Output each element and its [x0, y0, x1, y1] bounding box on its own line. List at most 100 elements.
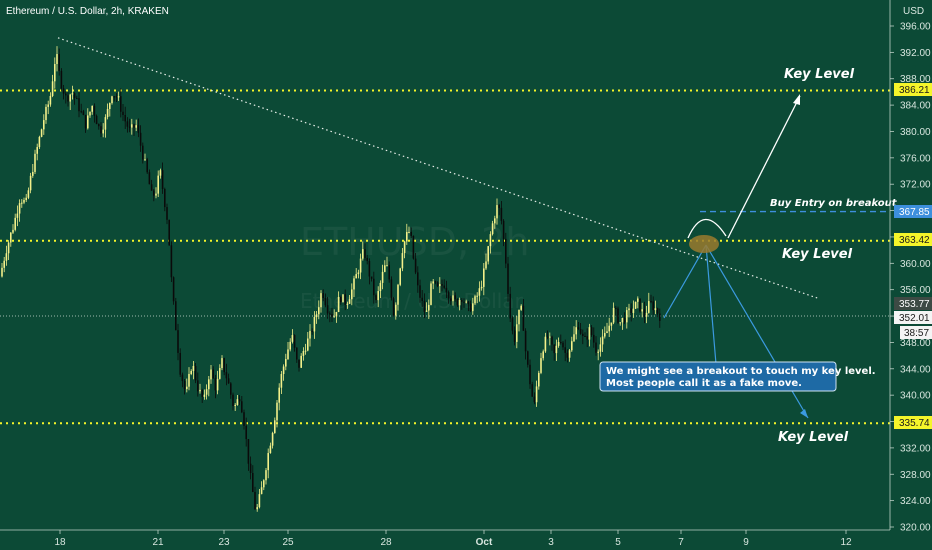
candle-body: [161, 170, 164, 190]
candle-body: [632, 308, 635, 313]
candle-body: [641, 309, 643, 312]
candle-body: [89, 111, 91, 116]
candle-body: [225, 372, 228, 379]
candle-body: [331, 314, 333, 317]
candle-body: [245, 425, 247, 440]
candle-body: [469, 304, 472, 312]
candle-body: [208, 379, 210, 390]
candle-body: [47, 104, 49, 107]
candle-body: [443, 285, 445, 288]
candle-body: [428, 304, 430, 311]
candle-body: [131, 124, 133, 128]
candle-body: [439, 284, 441, 287]
candle-body: [326, 305, 329, 314]
candle-body: [111, 96, 113, 104]
x-tick-label: 25: [282, 537, 294, 548]
candle-body: [115, 96, 118, 98]
x-tick-label: 3: [548, 537, 554, 548]
candle-body: [181, 374, 184, 381]
candle-body: [575, 327, 577, 335]
candle-body: [652, 301, 654, 311]
candle-body: [465, 301, 467, 303]
candle-body: [43, 120, 45, 130]
candle-body: [414, 258, 417, 273]
key-level-label-middle: Key Level: [782, 247, 853, 262]
y-tick-label: 392.00: [900, 48, 931, 59]
candle-body: [223, 358, 225, 373]
candle-body: [362, 249, 364, 259]
candle-body: [384, 265, 386, 272]
candle-body: [535, 386, 538, 403]
candle-body: [333, 316, 335, 318]
candle-body: [36, 147, 38, 154]
breakout-arrowhead: [793, 94, 800, 105]
candle-body: [656, 308, 659, 314]
candle-body: [194, 365, 197, 381]
candle-body: [249, 463, 252, 473]
candle-body: [654, 308, 657, 311]
candle-body: [307, 338, 309, 351]
candle-body: [159, 170, 162, 176]
candle-body: [590, 327, 593, 335]
candle-body: [500, 207, 503, 221]
candle-body: [212, 369, 214, 379]
candle-body: [472, 303, 474, 312]
candle-body: [260, 487, 263, 495]
candle-body: [551, 336, 553, 345]
candle-body: [458, 299, 461, 306]
candle-body: [366, 257, 368, 262]
candle-body: [175, 301, 177, 331]
candle-body: [329, 313, 331, 315]
candle-body: [106, 108, 109, 118]
candle-body: [480, 286, 483, 289]
candle-body: [67, 95, 69, 102]
candle-body: [454, 295, 456, 300]
candle-body: [133, 124, 135, 128]
x-tick-label: 28: [380, 537, 392, 548]
candle-body: [615, 307, 617, 309]
candle-body: [234, 404, 236, 406]
candle-body: [601, 336, 604, 345]
candle-body: [368, 261, 371, 277]
candle-body: [155, 193, 157, 196]
projection-line-left: [663, 244, 707, 319]
candle-body: [623, 317, 626, 323]
candle-body: [595, 342, 597, 353]
x-tick-label: 23: [218, 537, 230, 548]
note-background: [599, 361, 837, 392]
candle-body: [403, 241, 406, 254]
candle-body: [489, 234, 492, 247]
candle-body: [302, 351, 305, 356]
candle-body: [445, 287, 448, 293]
candle-body: [186, 386, 188, 390]
candle-body: [522, 305, 525, 331]
y-tick-label: 332.00: [900, 443, 931, 454]
candle-body: [102, 129, 104, 134]
candle-body: [93, 105, 96, 116]
candle-body: [227, 378, 230, 384]
candle-body: [3, 260, 5, 268]
candle-body: [269, 445, 272, 454]
y-tick-label: 360.00: [900, 259, 931, 270]
candle-body: [34, 153, 36, 172]
candle-body: [27, 190, 30, 198]
candle-body: [25, 197, 27, 200]
candle-body: [452, 295, 454, 302]
candle-body: [146, 159, 148, 173]
candle-body: [597, 351, 599, 353]
candle-body: [183, 380, 186, 390]
candle-body: [441, 284, 443, 286]
x-tick-label: Oct: [476, 537, 493, 548]
candle-body: [252, 472, 254, 492]
candle-body: [166, 207, 168, 220]
candle-body: [188, 373, 190, 387]
candle-body: [643, 309, 646, 317]
candle-body: [32, 171, 34, 176]
candle-body: [87, 115, 89, 129]
candle-body: [335, 312, 338, 317]
breakout-arrow: [727, 95, 801, 239]
candle-body: [60, 70, 63, 89]
candle-body: [76, 97, 78, 99]
